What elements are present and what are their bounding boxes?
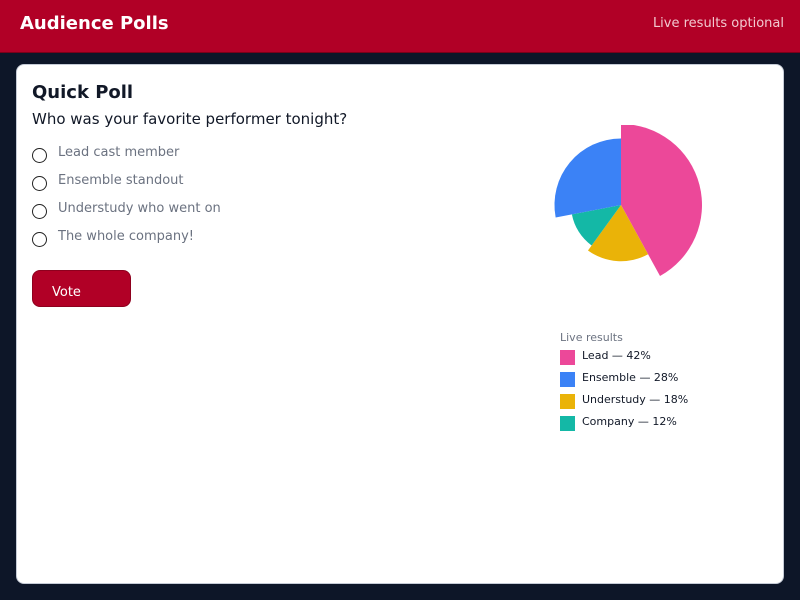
legend-item-understudy: Understudy — 18% xyxy=(560,393,760,409)
poll-card: Quick Poll Who was your favorite perform… xyxy=(16,64,784,584)
pie-slice-understudy xyxy=(587,205,649,262)
legend-label: Ensemble — 28% xyxy=(582,371,679,384)
poll-option-label: Lead cast member xyxy=(58,145,180,160)
app-header: Audience Polls Live results optional xyxy=(0,0,800,53)
poll-question: Who was your favorite performer tonight? xyxy=(32,110,348,128)
pie-slice-ensemble xyxy=(554,138,621,218)
legend-label: Lead — 42% xyxy=(582,349,651,362)
poll-option-label: Ensemble standout xyxy=(58,173,184,188)
legend-swatch xyxy=(560,350,575,365)
legend-item-lead: Lead — 42% xyxy=(560,349,760,365)
live-results-note: Live results optional xyxy=(652,16,784,31)
legend-swatch xyxy=(560,416,575,431)
pie-slice-company xyxy=(571,205,621,246)
legend-item-ensemble: Ensemble — 28% xyxy=(560,371,760,387)
radio-button[interactable] xyxy=(32,176,47,191)
vote-button[interactable]: Vote xyxy=(32,270,131,307)
poll-option-ensemble[interactable]: Ensemble standout xyxy=(32,173,292,193)
poll-option-lead[interactable]: Lead cast member xyxy=(32,145,292,165)
legend-label: Company — 12% xyxy=(582,415,677,428)
legend-swatch xyxy=(560,372,575,387)
poll-option-understudy[interactable]: Understudy who went on xyxy=(32,201,292,221)
poll-option-label: The whole company! xyxy=(58,229,195,244)
app-title: Audience Polls xyxy=(20,13,169,34)
legend-label: Understudy — 18% xyxy=(582,393,689,406)
poll-title: Quick Poll xyxy=(32,82,134,103)
legend-item-company: Company — 12% xyxy=(560,415,760,431)
legend-title: Live results xyxy=(560,331,623,344)
legend-swatch xyxy=(560,394,575,409)
pie-slice-lead xyxy=(621,125,702,276)
radio-button[interactable] xyxy=(32,232,47,247)
radio-button[interactable] xyxy=(32,148,47,163)
poll-option-label: Understudy who went on xyxy=(58,201,221,216)
poll-option-company[interactable]: The whole company! xyxy=(32,229,292,249)
results-pie-chart xyxy=(554,125,702,276)
radio-button[interactable] xyxy=(32,204,47,219)
